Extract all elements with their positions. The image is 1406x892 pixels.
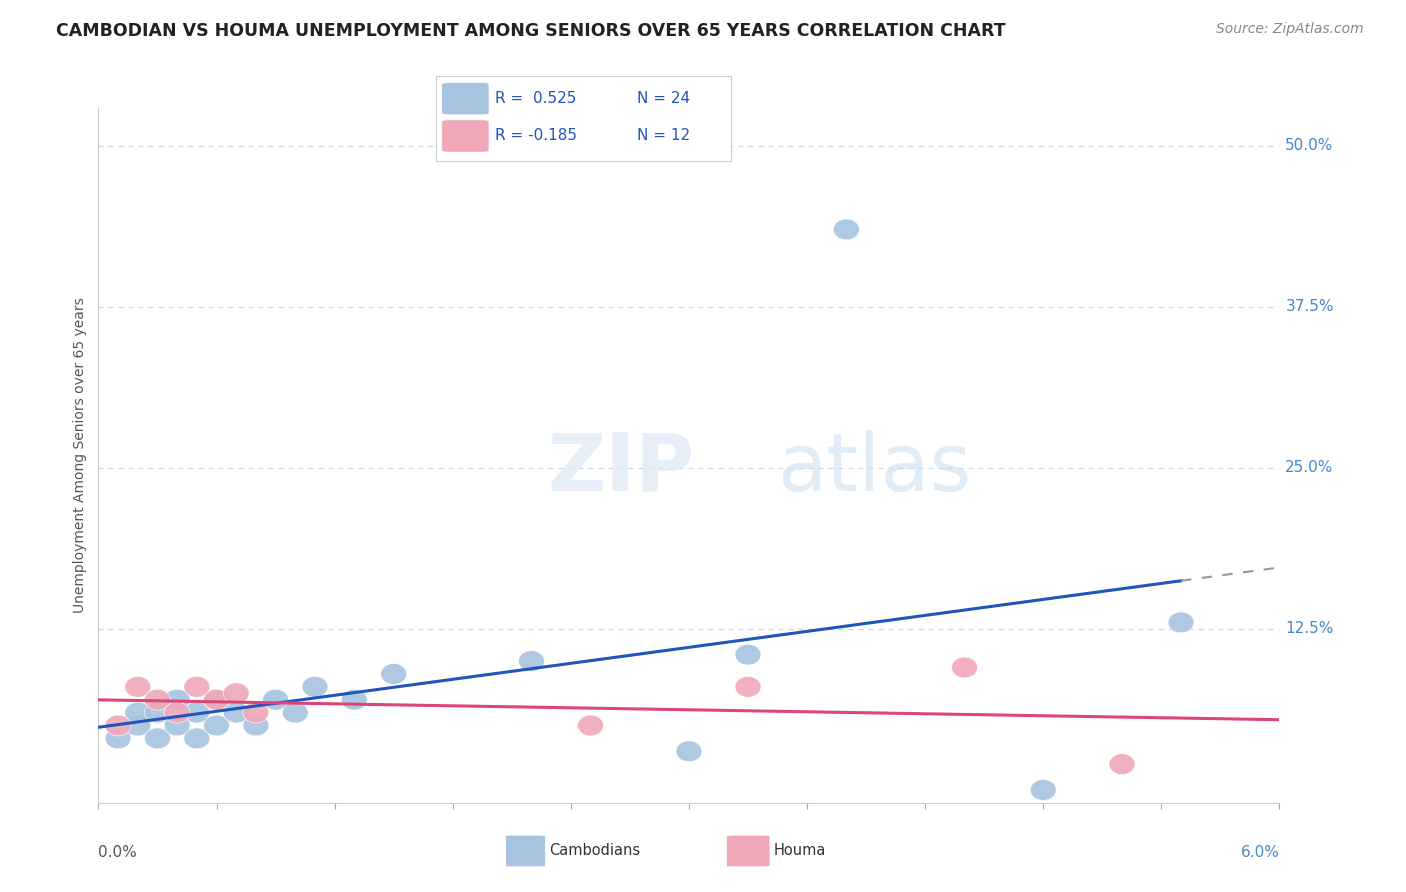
Ellipse shape [283,702,308,723]
Text: 12.5%: 12.5% [1285,622,1334,636]
FancyBboxPatch shape [727,835,770,867]
Text: 50.0%: 50.0% [1285,138,1334,153]
Ellipse shape [184,728,209,748]
Y-axis label: Unemployment Among Seniors over 65 years: Unemployment Among Seniors over 65 years [73,297,87,613]
Text: Cambodians: Cambodians [550,844,641,858]
Ellipse shape [165,690,190,710]
Text: N = 24: N = 24 [637,91,690,106]
Text: atlas: atlas [778,430,972,508]
Ellipse shape [1109,754,1135,774]
Ellipse shape [1031,780,1056,800]
Text: R =  0.525: R = 0.525 [495,91,576,106]
Ellipse shape [243,715,269,736]
Ellipse shape [145,690,170,710]
Ellipse shape [184,702,209,723]
Ellipse shape [952,657,977,678]
Text: 6.0%: 6.0% [1240,845,1279,860]
Ellipse shape [381,664,406,684]
Text: Source: ZipAtlas.com: Source: ZipAtlas.com [1216,22,1364,37]
FancyBboxPatch shape [441,120,489,152]
FancyBboxPatch shape [441,83,489,115]
Ellipse shape [125,702,150,723]
Ellipse shape [165,715,190,736]
Text: Houma: Houma [773,844,827,858]
Text: 37.5%: 37.5% [1285,299,1334,314]
Ellipse shape [105,728,131,748]
Ellipse shape [125,676,150,698]
Text: R = -0.185: R = -0.185 [495,128,576,143]
FancyBboxPatch shape [502,835,546,867]
Text: 0.0%: 0.0% [98,845,138,860]
Ellipse shape [519,650,544,672]
Ellipse shape [578,715,603,736]
Ellipse shape [224,702,249,723]
Text: CAMBODIAN VS HOUMA UNEMPLOYMENT AMONG SENIORS OVER 65 YEARS CORRELATION CHART: CAMBODIAN VS HOUMA UNEMPLOYMENT AMONG SE… [56,22,1005,40]
Ellipse shape [145,702,170,723]
Ellipse shape [263,690,288,710]
Ellipse shape [145,728,170,748]
Ellipse shape [184,676,209,698]
Text: N = 12: N = 12 [637,128,690,143]
Text: 25.0%: 25.0% [1285,460,1334,475]
Ellipse shape [204,690,229,710]
Ellipse shape [735,676,761,698]
Ellipse shape [302,676,328,698]
Ellipse shape [834,219,859,240]
Ellipse shape [1168,612,1194,632]
Ellipse shape [676,741,702,762]
Text: ZIP: ZIP [547,430,695,508]
Ellipse shape [204,690,229,710]
Ellipse shape [243,702,269,723]
Ellipse shape [125,715,150,736]
Ellipse shape [105,715,131,736]
Ellipse shape [224,683,249,704]
Ellipse shape [204,715,229,736]
Ellipse shape [735,644,761,665]
Ellipse shape [342,690,367,710]
Ellipse shape [165,702,190,723]
